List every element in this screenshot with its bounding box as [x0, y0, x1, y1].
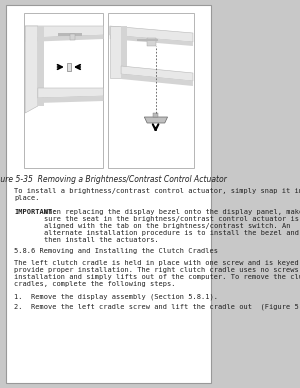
- Bar: [147, 38, 156, 46]
- Text: installation and simply lifts out of the computer. To remove the clutch: installation and simply lifts out of the…: [14, 274, 300, 280]
- Text: aligned with the tab on the brightness/contrast switch. An: aligned with the tab on the brightness/c…: [44, 223, 290, 229]
- Text: To install a brightness/contrast control actuator, simply snap it into: To install a brightness/contrast control…: [14, 188, 300, 194]
- Text: When replacing the display bezel onto the display panel, make: When replacing the display bezel onto th…: [44, 209, 300, 215]
- Polygon shape: [110, 35, 193, 46]
- Bar: [70, 34, 75, 40]
- Text: cradles, complete the following steps.: cradles, complete the following steps.: [14, 281, 176, 287]
- Text: 2.  Remove the left cradle screw and lift the cradle out  (Figure 5-36).: 2. Remove the left cradle screw and lift…: [14, 303, 300, 310]
- Polygon shape: [38, 88, 103, 98]
- Text: The left clutch cradle is held in place with one screw and is keyed to: The left clutch cradle is held in place …: [14, 260, 300, 266]
- Text: then install the actuators.: then install the actuators.: [44, 237, 158, 243]
- Text: place.: place.: [14, 195, 39, 201]
- Polygon shape: [110, 26, 121, 78]
- Text: provide proper installation. The right clutch cradle uses no screws for: provide proper installation. The right c…: [14, 267, 300, 273]
- Text: 5.8.6 Removing and Installing the Clutch Cradles: 5.8.6 Removing and Installing the Clutch…: [14, 248, 218, 253]
- Text: IMPORTANT:: IMPORTANT:: [14, 209, 56, 215]
- Text: 1.  Remove the display assembly (Section 5.8.1).: 1. Remove the display assembly (Section …: [14, 294, 218, 300]
- Polygon shape: [144, 117, 168, 123]
- Bar: [24, 13, 103, 168]
- Text: alternate installation procedure is to install the bezel and: alternate installation procedure is to i…: [44, 230, 298, 236]
- Polygon shape: [25, 35, 103, 42]
- Polygon shape: [121, 26, 127, 78]
- Bar: [136, 38, 158, 41]
- Polygon shape: [67, 63, 71, 71]
- Text: sure the seat in the brightness/contrast control actuator is: sure the seat in the brightness/contrast…: [44, 216, 298, 222]
- Polygon shape: [110, 26, 193, 42]
- Polygon shape: [25, 26, 103, 38]
- Bar: [58, 33, 82, 36]
- Polygon shape: [121, 74, 193, 86]
- Bar: [153, 113, 158, 117]
- Text: Figure 5-35  Removing a Brightness/Contrast Control Actuator: Figure 5-35 Removing a Brightness/Contra…: [0, 175, 227, 184]
- Bar: [108, 13, 194, 168]
- Polygon shape: [121, 66, 193, 81]
- Polygon shape: [38, 96, 103, 103]
- Polygon shape: [38, 26, 43, 106]
- Polygon shape: [25, 26, 38, 113]
